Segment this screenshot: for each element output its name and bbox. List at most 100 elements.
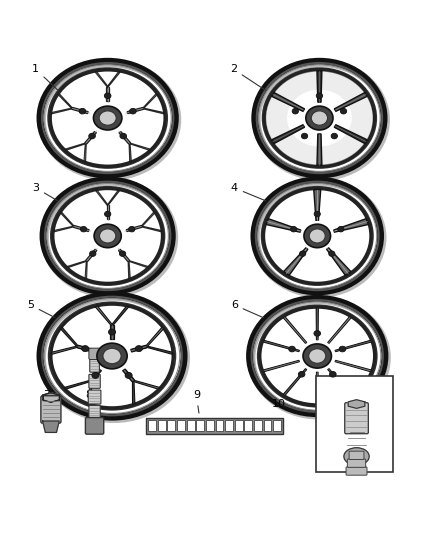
Polygon shape	[131, 345, 147, 352]
Polygon shape	[106, 87, 109, 101]
Polygon shape	[348, 400, 365, 408]
Bar	[148, 420, 156, 431]
Polygon shape	[90, 369, 102, 382]
Polygon shape	[316, 372, 318, 404]
Polygon shape	[123, 369, 134, 382]
Bar	[158, 420, 166, 431]
Bar	[196, 420, 204, 431]
Polygon shape	[132, 380, 135, 405]
FancyBboxPatch shape	[349, 451, 364, 459]
Polygon shape	[335, 340, 371, 352]
Polygon shape	[60, 327, 78, 348]
Polygon shape	[266, 219, 301, 232]
Polygon shape	[95, 72, 108, 87]
Polygon shape	[272, 93, 304, 111]
Polygon shape	[64, 380, 92, 389]
Ellipse shape	[314, 211, 320, 217]
Ellipse shape	[304, 224, 331, 248]
Polygon shape	[283, 317, 307, 343]
Ellipse shape	[344, 448, 369, 465]
Polygon shape	[146, 346, 173, 354]
Polygon shape	[129, 143, 131, 161]
Polygon shape	[86, 249, 97, 261]
Ellipse shape	[309, 349, 326, 364]
Text: 9: 9	[193, 390, 200, 413]
Ellipse shape	[129, 227, 135, 232]
Ellipse shape	[329, 251, 335, 256]
Polygon shape	[283, 369, 307, 395]
FancyBboxPatch shape	[41, 395, 61, 423]
Bar	[273, 420, 281, 431]
FancyBboxPatch shape	[345, 403, 368, 434]
Ellipse shape	[99, 229, 116, 243]
Polygon shape	[119, 132, 131, 144]
Polygon shape	[334, 93, 367, 111]
Polygon shape	[266, 94, 291, 142]
Polygon shape	[95, 306, 113, 326]
Polygon shape	[283, 248, 308, 275]
Polygon shape	[334, 125, 367, 143]
Text: 5: 5	[27, 300, 55, 318]
Polygon shape	[264, 340, 300, 352]
FancyBboxPatch shape	[89, 348, 100, 359]
Polygon shape	[128, 261, 148, 268]
Ellipse shape	[130, 108, 136, 114]
Ellipse shape	[104, 93, 111, 99]
Polygon shape	[141, 226, 161, 232]
Text: 10: 10	[272, 399, 286, 409]
Polygon shape	[264, 360, 300, 372]
Polygon shape	[143, 94, 157, 109]
FancyBboxPatch shape	[90, 357, 99, 372]
Polygon shape	[335, 360, 371, 372]
Ellipse shape	[81, 227, 87, 232]
Polygon shape	[52, 346, 78, 354]
Polygon shape	[334, 220, 368, 231]
Polygon shape	[61, 212, 74, 227]
Ellipse shape	[340, 108, 347, 114]
Polygon shape	[110, 326, 113, 339]
Ellipse shape	[97, 343, 127, 369]
Polygon shape	[96, 190, 108, 205]
Bar	[235, 420, 243, 431]
Text: 6: 6	[231, 300, 264, 318]
Polygon shape	[129, 143, 150, 150]
Polygon shape	[319, 71, 366, 104]
Polygon shape	[85, 132, 96, 144]
Polygon shape	[42, 393, 59, 402]
Text: 1: 1	[32, 64, 58, 90]
Text: 7: 7	[43, 390, 51, 400]
Ellipse shape	[99, 111, 116, 125]
Ellipse shape	[339, 346, 346, 352]
FancyBboxPatch shape	[85, 417, 104, 434]
Polygon shape	[111, 306, 129, 326]
Polygon shape	[317, 71, 322, 102]
Ellipse shape	[79, 108, 86, 114]
Ellipse shape	[316, 93, 322, 99]
Polygon shape	[74, 225, 89, 231]
Polygon shape	[328, 317, 351, 343]
Ellipse shape	[311, 111, 328, 125]
Polygon shape	[146, 327, 163, 348]
Polygon shape	[65, 143, 86, 150]
Text: 8: 8	[85, 390, 92, 400]
Polygon shape	[132, 380, 160, 389]
Polygon shape	[85, 261, 87, 279]
Ellipse shape	[92, 373, 99, 378]
Ellipse shape	[292, 108, 298, 114]
Ellipse shape	[290, 227, 297, 232]
Ellipse shape	[103, 348, 121, 364]
Ellipse shape	[314, 330, 321, 336]
Text: 2: 2	[230, 64, 265, 90]
Bar	[146, 417, 283, 434]
Bar	[215, 420, 223, 431]
Bar	[225, 420, 233, 431]
Polygon shape	[127, 108, 143, 114]
Polygon shape	[106, 205, 109, 219]
Ellipse shape	[306, 106, 333, 130]
Polygon shape	[141, 212, 155, 227]
Polygon shape	[72, 108, 88, 114]
Polygon shape	[89, 380, 92, 405]
Ellipse shape	[298, 372, 305, 377]
Polygon shape	[314, 190, 321, 220]
Polygon shape	[67, 261, 87, 268]
